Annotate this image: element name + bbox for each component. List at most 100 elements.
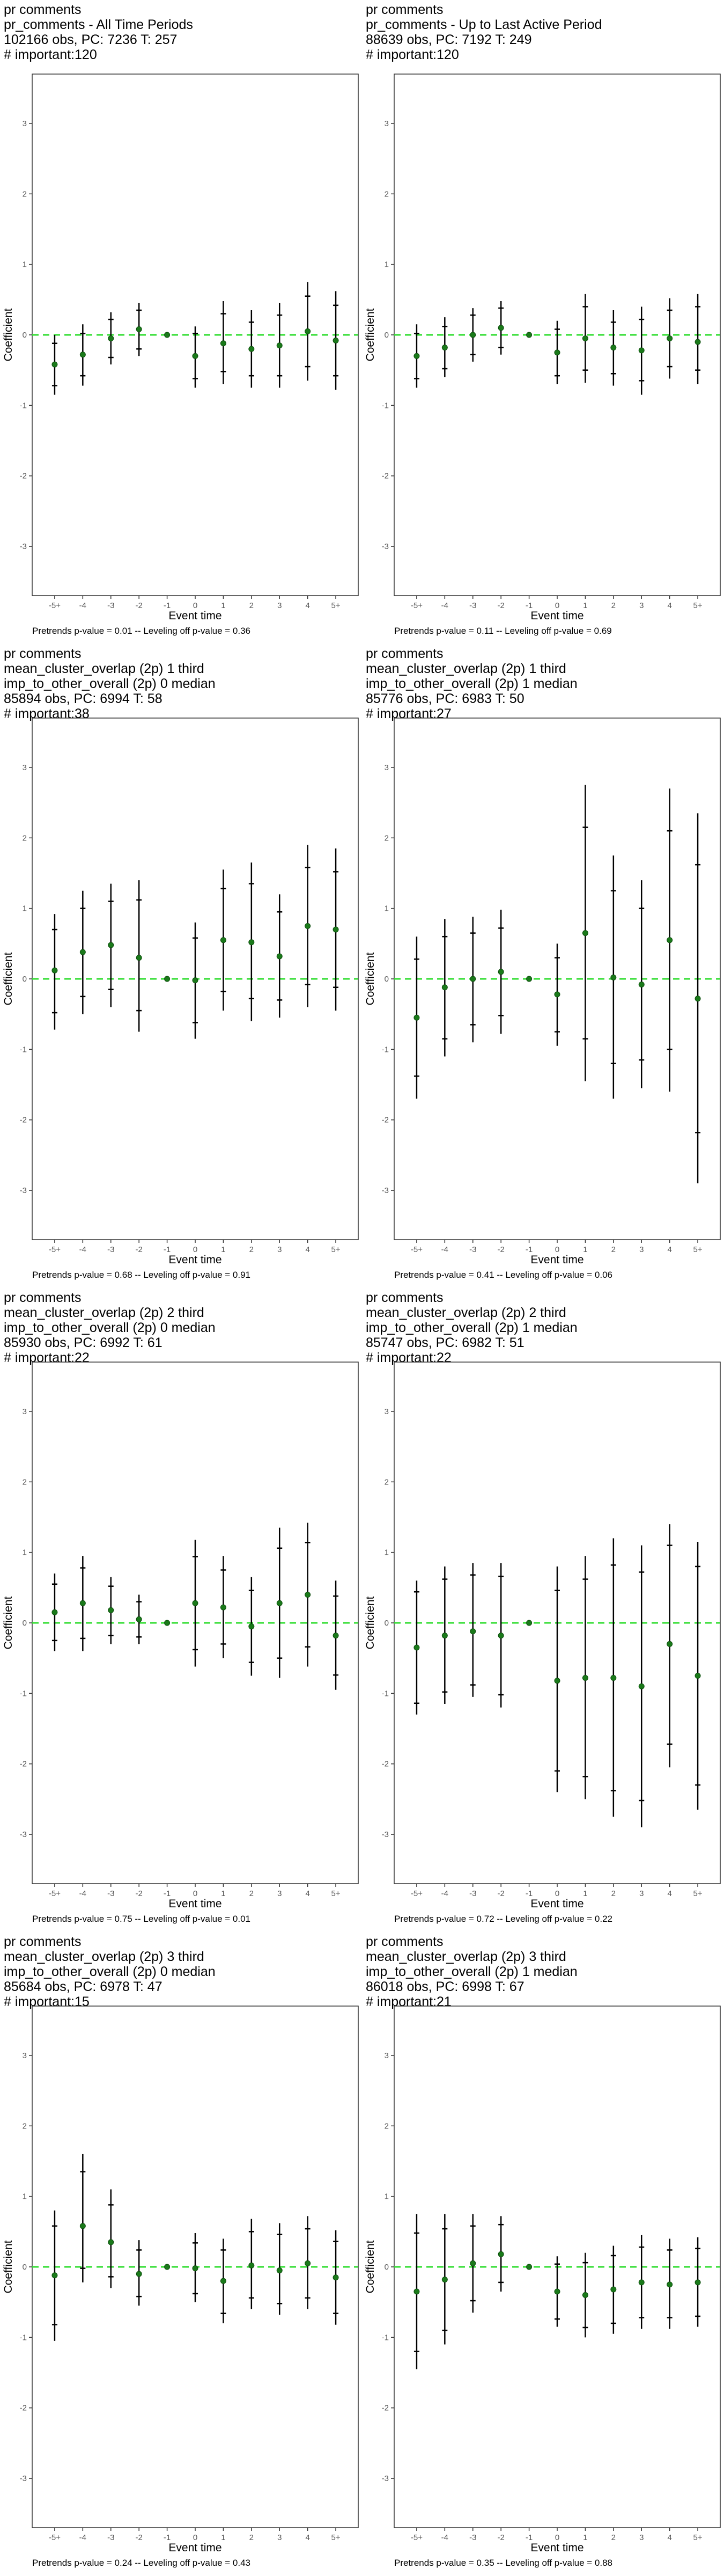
data-point — [108, 335, 114, 342]
plot-area: -3 -2 -1 0 1 2 3 -5+ -4 -3 -2 -1 0 1 2 3 4 5+ Event time Co… — [364, 2006, 721, 2554]
x-tick-label: -4 — [441, 2533, 448, 2542]
chart-title-line: 85930 obs, PC: 6992 T: 61 — [4, 1335, 162, 1350]
x-tick-label: -5+ — [49, 1889, 61, 1898]
data-point — [164, 1620, 171, 1626]
data-point — [136, 326, 142, 332]
data-point — [51, 1609, 58, 1615]
data-point — [470, 332, 476, 338]
x-tick-label: 4 — [305, 2533, 309, 2542]
data-point — [248, 939, 255, 946]
data-point — [441, 2277, 448, 2283]
x-tick-label: 2 — [249, 601, 254, 610]
y-tick-label: 3 — [385, 1407, 389, 1416]
chart-title-line: pr comments — [4, 1934, 82, 1949]
x-tick-label: 5+ — [693, 2533, 703, 2542]
data-point — [192, 2265, 198, 2272]
chart-title-line: mean_cluster_overlap (2p) 1 third — [366, 661, 566, 676]
x-tick-label: 0 — [193, 1889, 197, 1898]
data-point — [413, 2288, 420, 2295]
x-tick-label: -2 — [498, 601, 505, 610]
x-tick-label: -1 — [526, 2533, 533, 2542]
data-point — [610, 345, 617, 351]
chart-panel: pr comments pr_comments - Up to Last Acti… — [362, 0, 724, 644]
x-tick-label: 5+ — [693, 601, 703, 610]
chart-title-line: 88639 obs, PC: 7192 T: 249 — [366, 32, 532, 47]
x-tick-label: -1 — [526, 1245, 533, 1254]
x-tick-label: -5+ — [49, 601, 61, 610]
data-point — [667, 937, 673, 943]
x-tick-label: -4 — [441, 601, 448, 610]
x-tick-label: -1 — [164, 2533, 171, 2542]
chart-title-line: mean_cluster_overlap (2p) 3 third — [366, 1949, 566, 1964]
plot-area: -3 -2 -1 0 1 2 3 -5+ -4 -3 -2 -1 0 1 2 3 4 5+ Event time Co… — [364, 74, 721, 622]
y-tick-label: 3 — [23, 1407, 27, 1416]
data-point — [638, 2279, 645, 2286]
y-tick-label: 1 — [385, 2192, 389, 2201]
chart-title-line: # important:21 — [366, 1994, 452, 2009]
p-value-footer: Pretrends p-value = 0.24 -- Leveling off… — [32, 2558, 250, 2568]
chart-title-line: pr_comments - All Time Periods — [4, 17, 193, 32]
y-tick-label: -1 — [382, 401, 389, 410]
data-point — [305, 2260, 311, 2266]
data-point — [470, 2260, 476, 2266]
data-point — [582, 2292, 588, 2299]
plot-area: -3 -2 -1 0 1 2 3 -5+ -4 -3 -2 -1 0 1 2 3 4 5+ Event time Co… — [2, 2006, 359, 2554]
data-point — [413, 1644, 420, 1651]
y-tick-label: 1 — [23, 260, 27, 269]
data-point — [470, 976, 476, 982]
data-point — [638, 1683, 645, 1689]
y-tick-label: 0 — [23, 331, 27, 340]
chart-title-line: pr comments — [366, 646, 444, 661]
data-point — [192, 977, 198, 984]
data-point — [51, 2272, 58, 2279]
chart-title-line: 85894 obs, PC: 6994 T: 58 — [4, 691, 162, 706]
y-tick-label: -1 — [20, 2333, 27, 2342]
chart-title-line: pr comments — [4, 1290, 82, 1305]
data-point — [667, 2281, 673, 2288]
data-point — [248, 346, 255, 352]
data-point — [192, 353, 198, 359]
x-axis-label: Event time — [168, 1254, 221, 1266]
x-tick-label: 4 — [305, 601, 309, 610]
data-point — [333, 338, 339, 344]
x-tick-label: -1 — [164, 601, 171, 610]
chart-title-line: pr comments — [366, 2, 444, 17]
y-tick-label: -2 — [382, 1760, 389, 1769]
y-tick-label: 3 — [385, 763, 389, 772]
x-tick-label: 3 — [277, 2533, 282, 2542]
y-tick-label: -1 — [20, 1689, 27, 1698]
y-tick-label: -3 — [20, 1186, 27, 1195]
p-value-footer: Pretrends p-value = 0.41 -- Leveling off… — [394, 1270, 612, 1280]
data-point — [108, 942, 114, 948]
data-point — [136, 2271, 142, 2277]
x-tick-label: -2 — [498, 1245, 505, 1254]
x-tick-label: 1 — [583, 1245, 587, 1254]
chart-panel: pr comments mean_cluster_overlap (2p) 1 t… — [362, 644, 724, 1288]
y-axis-label: Coefficient — [364, 1596, 376, 1649]
y-tick-label: 0 — [23, 2263, 27, 2272]
x-tick-label: -2 — [498, 2533, 505, 2542]
data-point — [638, 347, 645, 354]
chart-title-line: pr comments — [4, 2, 82, 17]
x-tick-label: -3 — [469, 2533, 476, 2542]
data-point — [554, 2288, 560, 2295]
x-tick-label: -4 — [79, 2533, 86, 2542]
chart-title-line: imp_to_other_overall (2p) 0 median — [4, 676, 216, 691]
y-tick-label: 0 — [23, 1619, 27, 1628]
y-tick-label: -1 — [20, 401, 27, 410]
x-tick-label: -2 — [136, 2533, 143, 2542]
data-point — [136, 955, 142, 961]
x-tick-label: -4 — [79, 1245, 86, 1254]
x-tick-label: 5+ — [693, 1889, 703, 1898]
x-tick-label: -5+ — [411, 1889, 423, 1898]
data-point — [333, 926, 339, 933]
y-tick-label: 3 — [23, 763, 27, 772]
x-tick-label: -4 — [79, 1889, 86, 1898]
data-point — [413, 1014, 420, 1021]
x-tick-label: -1 — [526, 601, 533, 610]
y-tick-label: 1 — [23, 2192, 27, 2201]
data-point — [695, 1673, 701, 1679]
chart-title-line: mean_cluster_overlap (2p) 3 third — [4, 1949, 204, 1964]
y-tick-label: -2 — [382, 1116, 389, 1125]
y-tick-label: -2 — [20, 1116, 27, 1125]
